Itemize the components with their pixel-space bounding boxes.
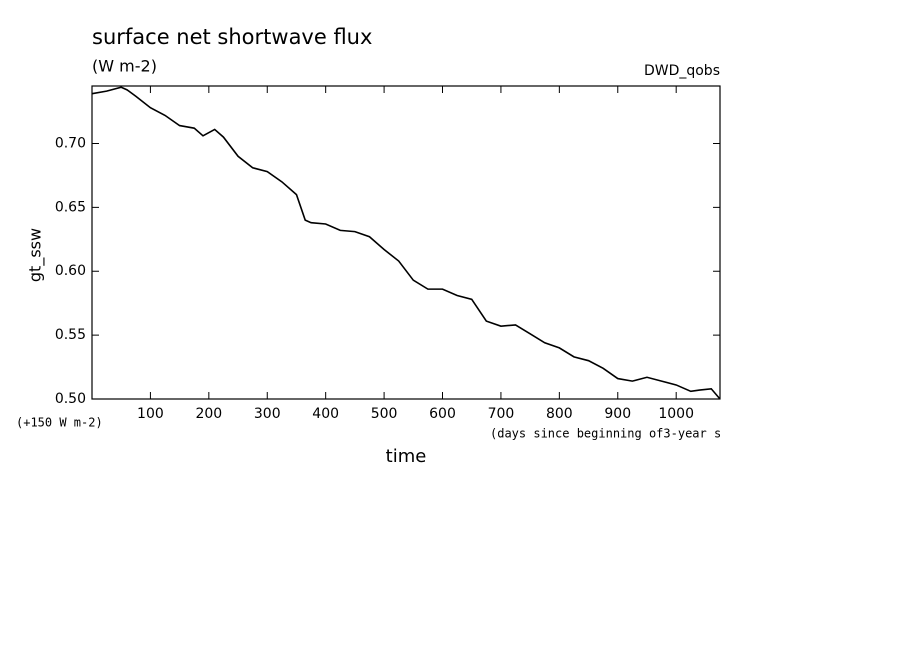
- y-tick-label: 0.70: [55, 135, 86, 151]
- x-unit-note: (days since beginning of3-year s: [490, 427, 721, 441]
- x-tick-label: 500: [371, 406, 398, 422]
- y-offset-note: (+150 W m-2): [16, 416, 103, 430]
- plot-frame: [91, 85, 721, 400]
- dataset-label: DWD_qobs: [644, 63, 720, 79]
- x-tick-label: 200: [195, 406, 222, 422]
- x-tick-label: 900: [604, 406, 631, 422]
- y-tick-label: 0.55: [55, 327, 86, 343]
- x-tick-label: 1000: [658, 406, 694, 422]
- chart-title: surface net shortwave flux: [92, 25, 372, 49]
- x-tick-label: 600: [429, 406, 456, 422]
- x-tick-label: 400: [312, 406, 339, 422]
- x-tick-label: 300: [254, 406, 281, 422]
- x-tick-label: 800: [546, 406, 573, 422]
- x-tick-label: 700: [488, 406, 515, 422]
- y-axis-label: gt_ssw: [26, 228, 46, 282]
- subtitle: (W m-2): [92, 57, 157, 76]
- x-axis-label: time: [386, 446, 427, 467]
- x-tick-label: 100: [137, 406, 164, 422]
- y-tick-label: 0.65: [55, 199, 86, 215]
- data-line: [91, 86, 721, 400]
- y-tick-label: 0.50: [55, 391, 86, 407]
- y-tick-label: 0.60: [55, 263, 86, 279]
